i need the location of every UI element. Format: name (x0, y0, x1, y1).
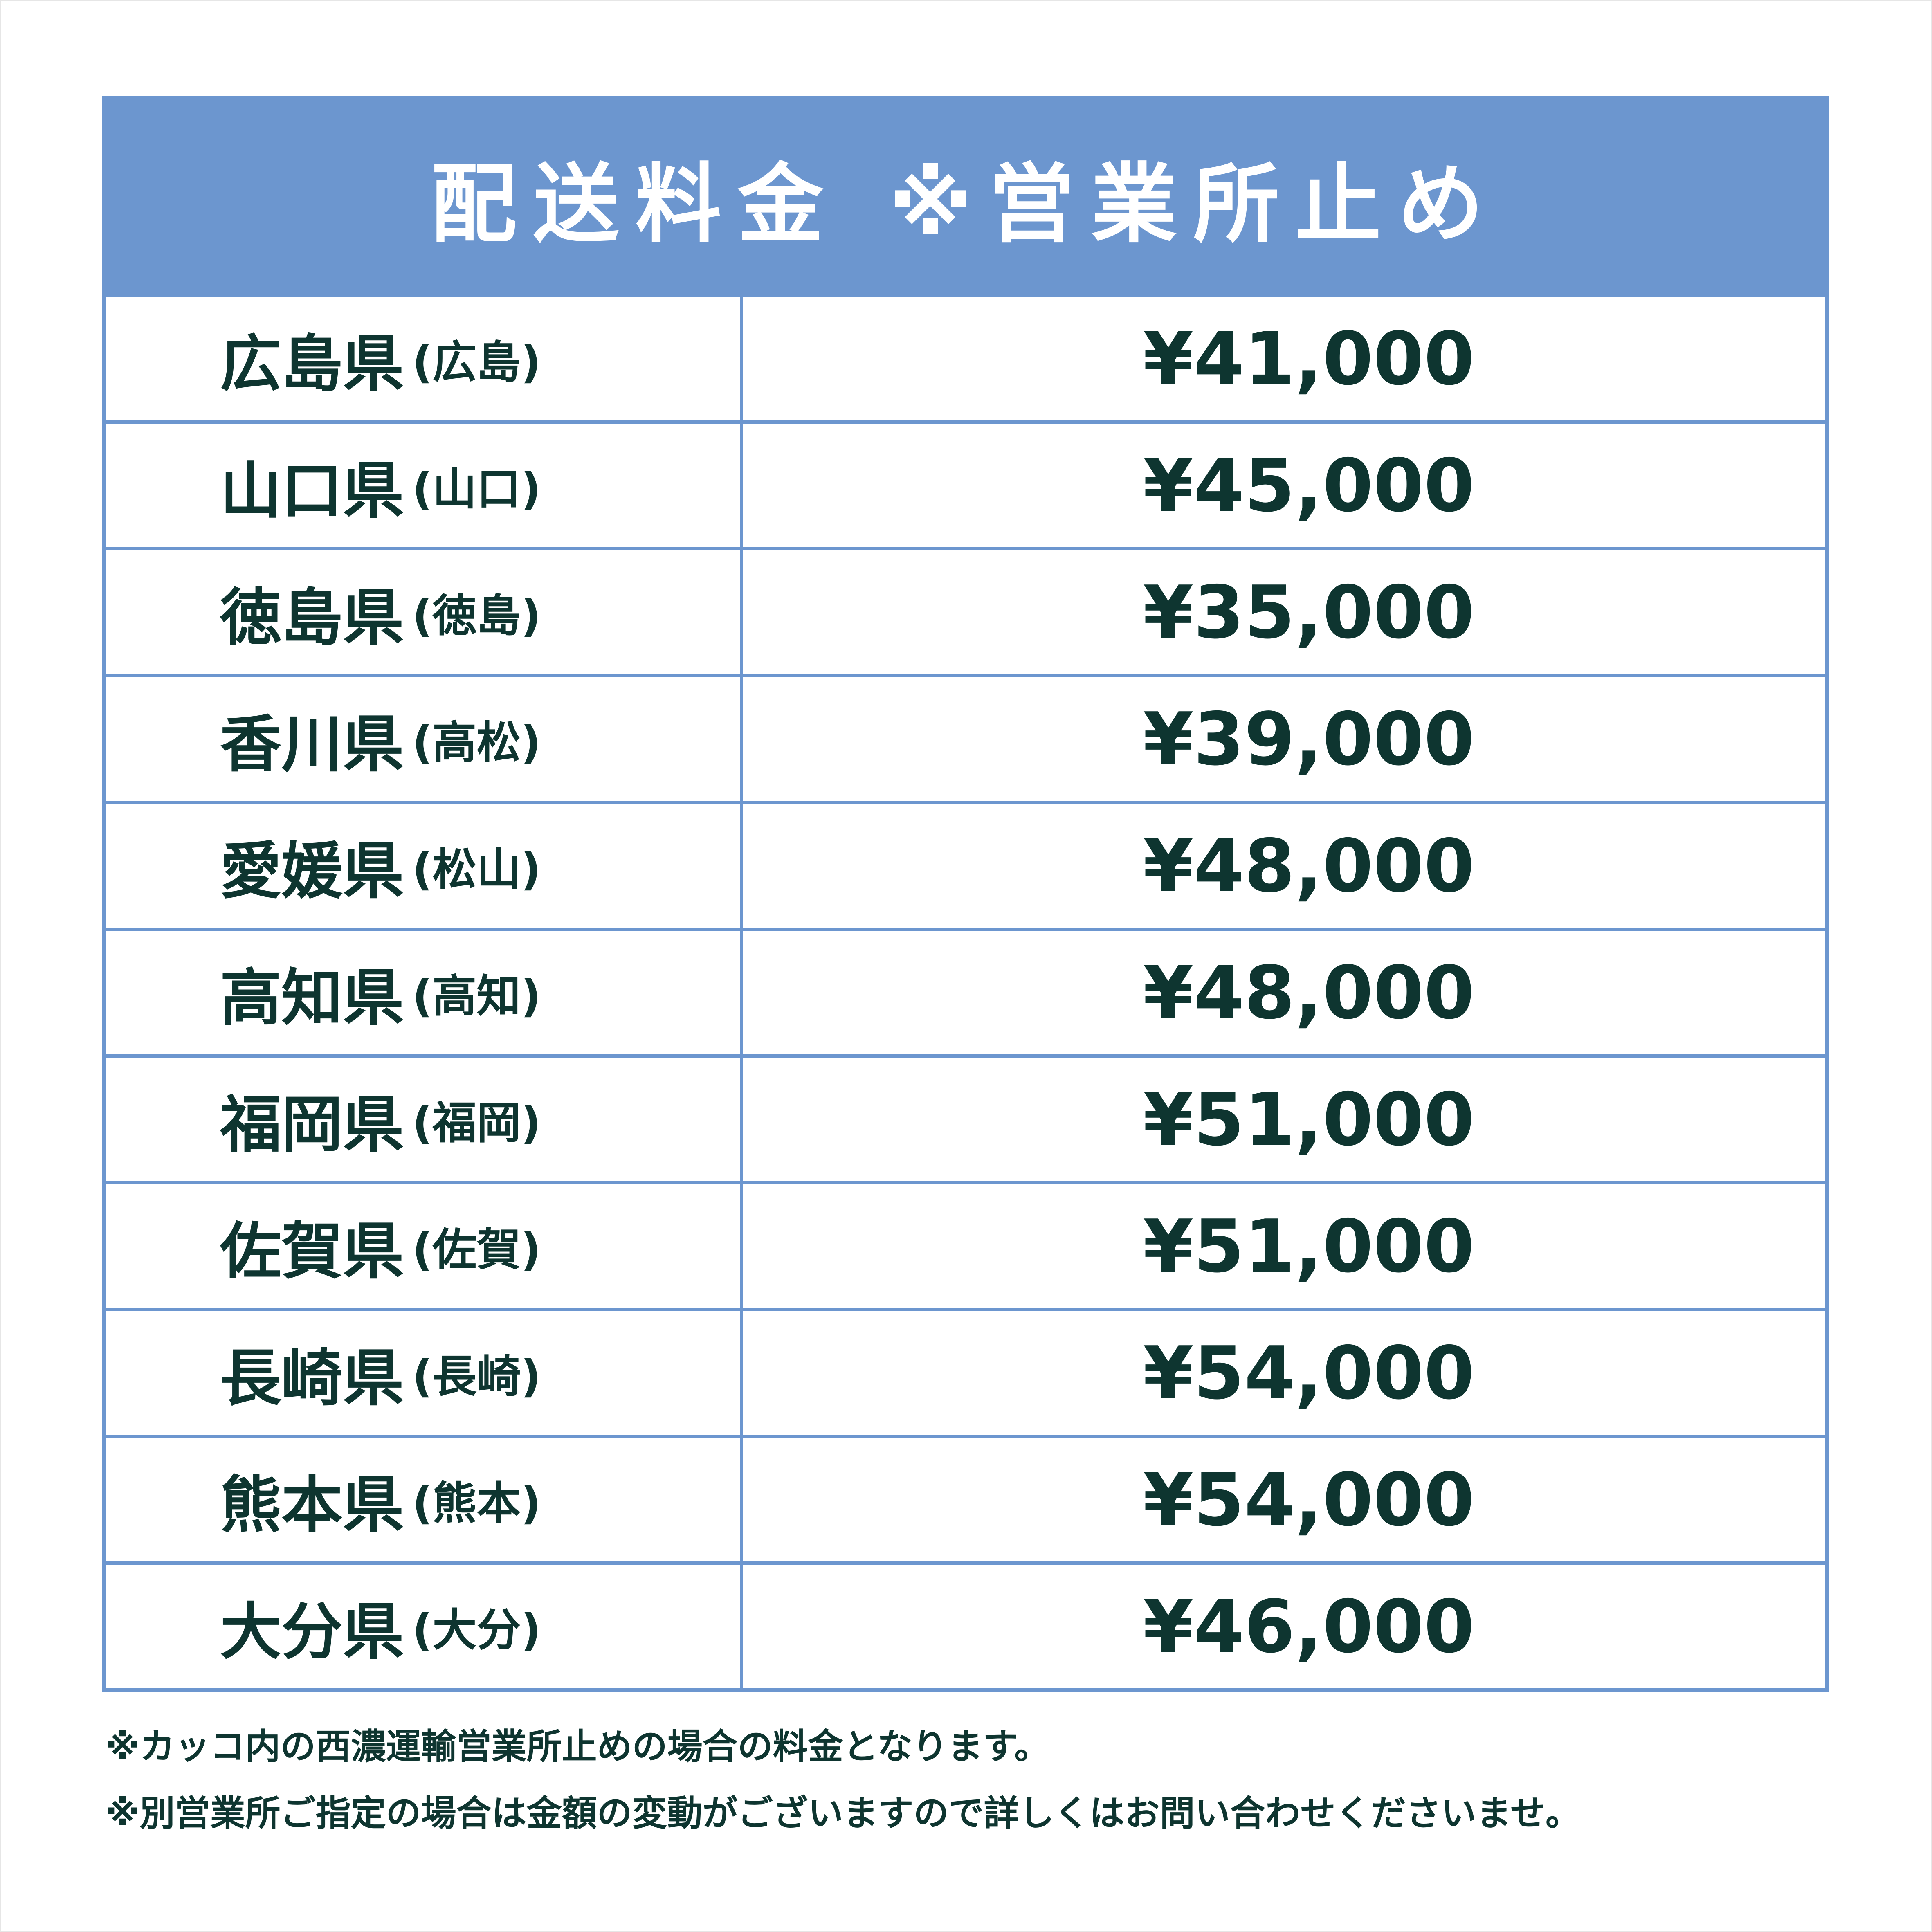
prefecture-cell: 香川県 (高松) (106, 677, 743, 801)
office-name: (広島) (412, 337, 541, 388)
office-name: (大分) (412, 1605, 541, 1656)
prefecture-name: 熊本県 (220, 1469, 404, 1541)
prefecture-cell: 福岡県 (福岡) (106, 1058, 743, 1181)
price-cell: ¥45,000 (1143, 443, 1475, 528)
prefecture-name: 高知県 (220, 962, 404, 1034)
table-row: 福岡県 (福岡) ¥51,000 (102, 1058, 1829, 1184)
prefecture-cell: 愛媛県 (松山) (106, 804, 743, 928)
header-title: 配送料金 (431, 154, 840, 254)
table-row: 大分県 (大分) ¥46,000 (102, 1565, 1829, 1692)
footnote: ※カッコ内の西濃運輸営業所止めの場合の料金となります。 (106, 1726, 1050, 1767)
prefecture-name: 徳島県 (220, 582, 404, 654)
prefecture-name: 大分県 (220, 1596, 404, 1668)
prefecture-name: 長崎県 (220, 1343, 404, 1414)
prefecture-cell: 広島県 (広島) (106, 297, 743, 420)
office-name: (松山) (412, 844, 541, 895)
office-name: (佐賀) (412, 1224, 541, 1276)
prefecture-cell: 大分県 (大分) (106, 1565, 743, 1688)
table-row: 高知県 (高知) ¥48,000 (102, 931, 1829, 1058)
office-name: (福岡) (412, 1098, 541, 1149)
price-cell: ¥54,000 (1143, 1457, 1475, 1542)
price-cell: ¥41,000 (1143, 316, 1475, 401)
prefecture-cell: 熊本県 (熊本) (106, 1438, 743, 1561)
office-name: (熊本) (412, 1478, 541, 1529)
office-name: (徳島) (412, 591, 541, 642)
footnotes: ※カッコ内の西濃運輸営業所止めの場合の料金となります。 ※別営業所ご指定の場合は… (106, 1714, 1581, 1847)
table-row: 熊本県 (熊本) ¥54,000 (102, 1438, 1829, 1565)
office-name: (山口) (412, 464, 541, 515)
price-cell: ¥51,000 (1143, 1204, 1475, 1289)
price-cell: ¥35,000 (1143, 570, 1475, 655)
price-cell: ¥51,000 (1143, 1077, 1475, 1162)
prefecture-name: 愛媛県 (220, 836, 404, 907)
prefecture-name: 広島県 (220, 328, 404, 400)
price-cell: ¥48,000 (1143, 823, 1475, 908)
prefecture-name: 福岡県 (220, 1089, 404, 1161)
prefecture-cell: 長崎県 (長崎) (106, 1311, 743, 1435)
prefecture-cell: 佐賀県 (佐賀) (106, 1184, 743, 1308)
table-row: 広島県 (広島) ¥41,000 (102, 297, 1829, 424)
table-row: 山口県 (山口) ¥45,000 (102, 424, 1829, 550)
price-cell: ¥48,000 (1143, 950, 1475, 1035)
price-cell: ¥54,000 (1143, 1330, 1475, 1415)
table-row: 佐賀県 (佐賀) ¥51,000 (102, 1184, 1829, 1311)
prefecture-cell: 徳島県 (徳島) (106, 550, 743, 674)
table-row: 愛媛県 (松山) ¥48,000 (102, 804, 1829, 931)
prefecture-name: 佐賀県 (220, 1216, 404, 1287)
prefecture-name: 山口県 (220, 455, 404, 527)
prefecture-name: 香川県 (220, 709, 404, 780)
footnote: ※別営業所ご指定の場合は金額の変動がございますので詳しくはお問い合わせくださいま… (106, 1793, 1581, 1834)
shipping-fee-table: 配送料金 ※営業所止め 広島県 (広島) ¥41,000 山口県 (山口) ¥45,000… (102, 96, 1829, 1692)
office-name: (高知) (412, 971, 541, 1022)
prefecture-cell: 山口県 (山口) (106, 424, 743, 547)
table-header: 配送料金 ※営業所止め (102, 96, 1829, 297)
table-row: 長崎県 (長崎) ¥54,000 (102, 1311, 1829, 1438)
office-name: (長崎) (412, 1351, 541, 1402)
office-name: (高松) (412, 717, 541, 768)
prefecture-cell: 高知県 (高知) (106, 931, 743, 1054)
price-cell: ¥46,000 (1143, 1584, 1475, 1669)
price-cell: ¥39,000 (1143, 696, 1475, 782)
table-row: 徳島県 (徳島) ¥35,000 (102, 550, 1829, 677)
table-row: 香川県 (高松) ¥39,000 (102, 677, 1829, 804)
header-subtitle: ※営業所止め (889, 154, 1500, 254)
